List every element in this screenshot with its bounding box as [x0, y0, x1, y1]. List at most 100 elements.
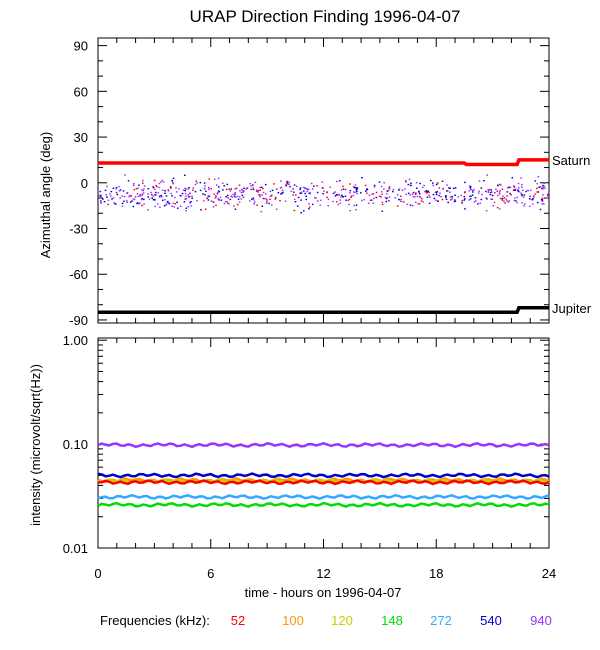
azimuth-data-point: [121, 195, 123, 197]
azimuth-data-point: [342, 185, 344, 188]
azimuth-data-point: [480, 198, 483, 201]
azimuth-data-point: [168, 202, 171, 205]
intensity-line-940khz: [97, 441, 550, 449]
azimuth-data-point: [542, 186, 545, 188]
azimuth-data-point: [407, 192, 410, 194]
azimuth-data-point: [187, 206, 190, 208]
azimuth-data-point: [479, 202, 482, 204]
azimuth-data-point: [419, 196, 422, 199]
azimuth-data-point: [408, 178, 411, 181]
azimuth-data-point: [170, 192, 172, 195]
x-tick-label: 0: [94, 566, 101, 581]
azimuth-data-point: [506, 191, 509, 193]
azimuth-data-point: [202, 193, 204, 195]
azimuth-data-point: [100, 202, 102, 204]
azimuth-data-point: [99, 194, 102, 196]
azimuth-data-point: [503, 197, 506, 199]
azimuth-data-point: [147, 209, 149, 211]
azimuth-data-point: [321, 181, 324, 183]
azimuth-data-point: [158, 186, 161, 189]
azimuth-data-point: [161, 189, 164, 191]
azimuth-data-point: [371, 193, 373, 195]
azimuth-data-point: [469, 186, 472, 188]
azimuth-data-point: [444, 196, 447, 198]
azimuth-data-point: [440, 196, 442, 198]
azimuth-data-point: [138, 203, 140, 205]
azimuth-data-point: [336, 180, 338, 183]
azimuth-data-point: [392, 188, 395, 191]
azimuth-data-point: [171, 180, 173, 182]
azimuth-data-point: [468, 199, 470, 201]
azimuth-data-point: [542, 194, 544, 196]
azimuth-data-point: [337, 203, 340, 206]
azimuth-data-point: [294, 201, 297, 203]
azimuth-data-point: [398, 198, 400, 201]
azimuth-data-point: [423, 184, 425, 187]
azimuth-data-point: [381, 193, 383, 195]
azimuth-data-point: [534, 193, 537, 195]
azimuth-data-point: [481, 193, 483, 196]
azimuth-data-point: [416, 195, 419, 198]
azimuth-data-point: [464, 181, 466, 184]
azimuth-data-point: [139, 195, 142, 197]
azimuth-data-point: [435, 183, 438, 186]
azimuth-data-point: [288, 183, 290, 186]
azimuth-data-point: [175, 187, 177, 189]
azimuth-data-point: [300, 191, 303, 193]
azimuth-data-point: [246, 187, 249, 189]
azimuth-data-point: [255, 190, 258, 192]
azimuth-data-point: [400, 198, 402, 201]
azimuth-data-point: [210, 188, 212, 190]
azimuth-data-point: [185, 188, 187, 190]
azimuth-data-point: [468, 185, 471, 187]
azimuth-y-tick-label: -30: [69, 222, 88, 237]
azimuth-data-point: [195, 180, 197, 182]
azimuth-data-point: [252, 184, 254, 186]
azimuth-data-point: [225, 196, 227, 198]
azimuth-data-point: [406, 203, 409, 206]
azimuth-data-point: [398, 188, 401, 190]
azimuth-data-point: [134, 196, 137, 198]
azimuth-data-point: [501, 197, 504, 200]
azimuth-data-point: [236, 203, 239, 206]
azimuth-data-point: [305, 188, 308, 190]
azimuth-data-point: [293, 209, 296, 212]
azimuth-data-point: [242, 196, 245, 198]
azimuth-data-point: [196, 200, 198, 202]
azimuth-data-point: [483, 180, 485, 182]
azimuth-data-point: [485, 210, 488, 212]
azimuth-data-point: [399, 195, 402, 197]
azimuth-data-point: [220, 199, 223, 201]
azimuth-data-point: [506, 200, 508, 202]
azimuth-data-point: [517, 190, 520, 192]
intensity-ticks: 1.00 0.10 0.01 0 6 12 18 24: [63, 333, 557, 581]
azimuth-data-point: [185, 207, 188, 209]
x-tick-label: 12: [316, 566, 330, 581]
azimuth-data-point: [203, 182, 206, 184]
azimuth-data-point: [167, 202, 169, 204]
azimuth-data-point: [252, 197, 254, 199]
azimuth-data-point: [269, 195, 272, 197]
azimuth-data-point: [536, 183, 538, 185]
azimuth-data-point: [533, 195, 535, 197]
azimuth-data-point: [338, 180, 341, 182]
intensity-y-tick-label: 0.10: [63, 437, 88, 452]
azimuth-data-point: [265, 193, 267, 195]
azimuth-data-point: [233, 205, 235, 207]
azimuth-data-point: [238, 201, 241, 203]
azimuth-data-point: [223, 185, 225, 187]
azimuth-data-point: [449, 187, 451, 189]
series-label-jupiter: Jupiter: [552, 301, 592, 316]
legend-item-272: 272: [430, 613, 452, 628]
azimuth-data-point: [445, 198, 448, 200]
azimuth-data-point: [520, 177, 522, 179]
azimuth-data-point: [227, 197, 229, 199]
x-tick-label: 24: [542, 566, 556, 581]
azimuth-data-point: [383, 188, 385, 190]
azimuth-data-point: [355, 189, 358, 191]
azimuth-data-point: [269, 198, 271, 200]
azimuth-y-tick-label: 0: [81, 176, 88, 191]
azimuth-data-point: [130, 195, 132, 197]
azimuth-data-point: [280, 186, 283, 189]
azimuth-data-point: [451, 196, 454, 198]
